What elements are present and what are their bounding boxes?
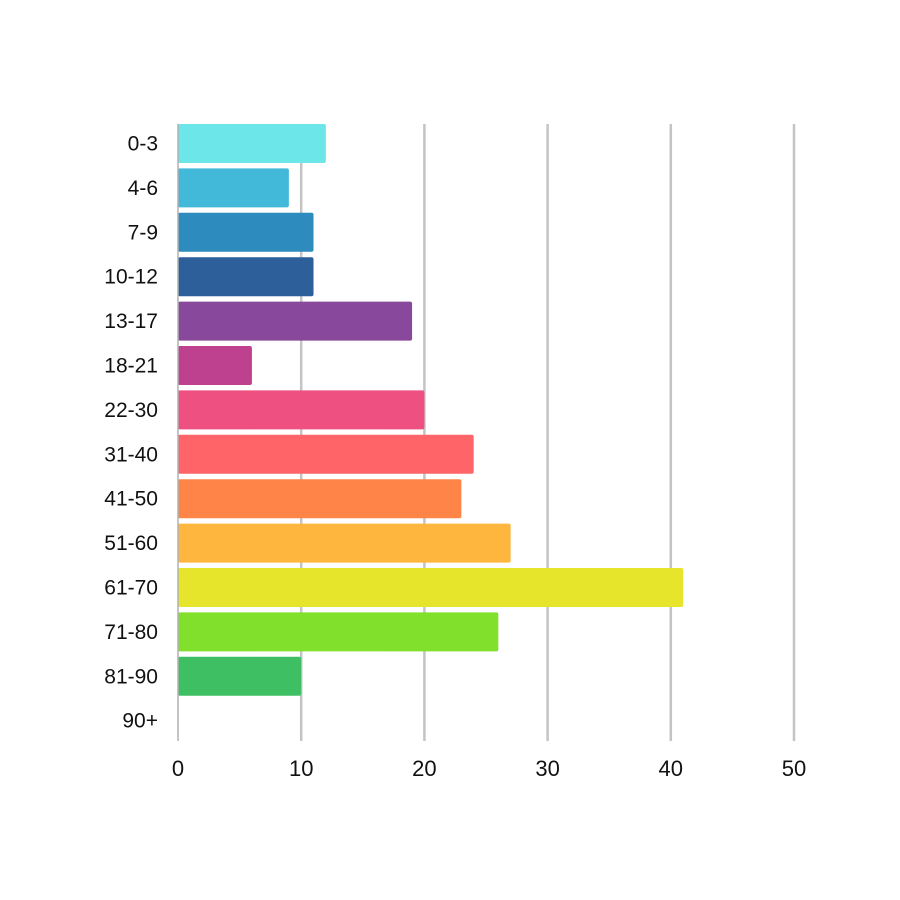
x-tick-labels: 0 10 20 30 40 50 <box>172 756 806 781</box>
x-tick-label: 40 <box>659 756 683 781</box>
x-tick-label: 0 <box>172 756 184 781</box>
bar <box>178 612 499 652</box>
bar <box>178 124 326 163</box>
category-labels: 0-3 4-6 7-9 10-12 13-17 18-21 22-30 31-40 41-50 5… <box>104 133 158 733</box>
x-tick-label: 20 <box>412 756 436 781</box>
bar <box>178 168 289 208</box>
category-label: 22-30 <box>104 399 158 422</box>
category-label: 10-12 <box>104 266 158 289</box>
category-label: 71-80 <box>104 621 158 644</box>
category-label: 0-3 <box>128 133 158 156</box>
category-label: 7-9 <box>128 221 158 244</box>
bar <box>178 212 314 252</box>
bar <box>178 523 511 563</box>
category-label: 13-17 <box>104 310 158 333</box>
bar <box>178 434 474 474</box>
bars <box>178 124 684 696</box>
x-tick-label: 10 <box>289 756 313 781</box>
x-tick-label: 30 <box>535 756 559 781</box>
bar <box>178 346 252 385</box>
category-label: 4-6 <box>128 177 158 200</box>
category-label: 51-60 <box>104 532 158 555</box>
category-label: 90+ <box>122 710 158 733</box>
category-label: 18-21 <box>104 355 158 378</box>
bar <box>178 390 425 430</box>
category-label: 61-70 <box>104 577 158 600</box>
bar <box>178 656 302 696</box>
bar <box>178 301 413 341</box>
category-label: 81-90 <box>104 665 158 688</box>
x-tick-label: 50 <box>782 756 806 781</box>
bar <box>178 568 684 607</box>
category-label: 41-50 <box>104 488 158 511</box>
bar <box>178 257 314 297</box>
category-label: 31-40 <box>104 443 158 466</box>
bar <box>178 479 462 519</box>
